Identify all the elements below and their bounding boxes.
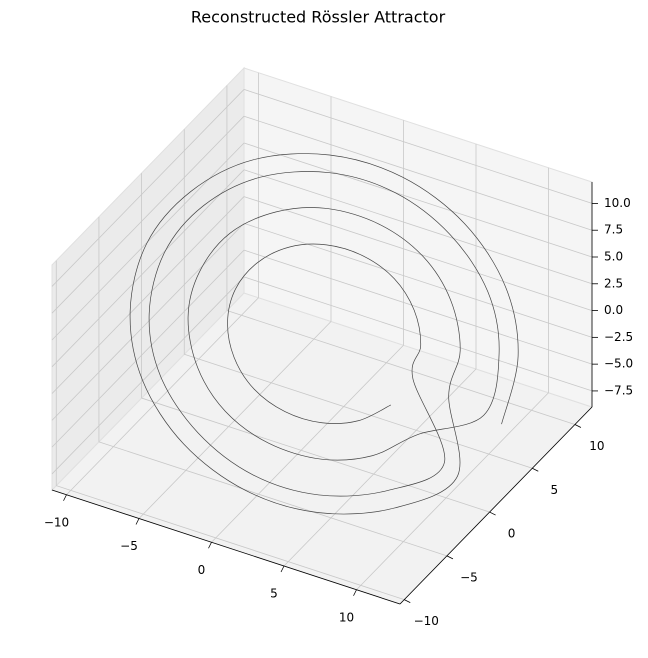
- grid-line: [51, 169, 245, 368]
- y-tick-label: 10: [589, 439, 604, 453]
- z-tick-label: 5.0: [604, 250, 623, 264]
- x-tick-label: 0: [198, 563, 206, 577]
- z-tick-label: −2.5: [604, 330, 633, 344]
- grid-line: [243, 222, 593, 338]
- grid-line: [56, 485, 405, 601]
- y-tick-label: −5: [460, 570, 478, 584]
- tick-mark: [574, 424, 582, 428]
- x-tick-label: −10: [44, 515, 69, 529]
- grid-line: [51, 89, 245, 287]
- tick-mark: [63, 494, 67, 501]
- grid-line: [243, 115, 593, 231]
- chart-title: Reconstructed Rössler Attractor: [191, 8, 446, 27]
- tick-mark: [353, 589, 357, 596]
- y-tick-label: 5: [550, 483, 558, 497]
- y-axis: [399, 406, 593, 605]
- y-tick-label: 0: [508, 527, 516, 541]
- z-tick-label: 0.0: [604, 303, 623, 317]
- grid-line: [283, 368, 477, 567]
- z-tick-label: 7.5: [604, 223, 623, 237]
- grid-line: [356, 392, 549, 591]
- y-tick-label: −10: [414, 614, 439, 628]
- x-tick-label: 10: [339, 610, 354, 624]
- grid-line: [243, 142, 593, 258]
- grid-line: [66, 297, 259, 496]
- grid-line: [243, 276, 593, 392]
- z-tick-label: −5.0: [604, 357, 633, 371]
- grid-line: [243, 169, 593, 285]
- x-axis: [51, 489, 401, 605]
- tick-mark: [208, 542, 212, 549]
- grid-line: [226, 310, 576, 425]
- z-tick-label: −7.5: [604, 383, 633, 397]
- tick-mark: [135, 518, 140, 525]
- grid-line: [243, 249, 593, 365]
- grid-line: [211, 344, 404, 543]
- grid-line: [98, 441, 448, 557]
- grid-line: [141, 397, 490, 513]
- tick-mark: [404, 599, 411, 603]
- x-tick-label: 5: [270, 587, 278, 601]
- grid-line: [243, 196, 593, 311]
- tick-mark: [532, 467, 539, 472]
- trajectory: [129, 153, 519, 515]
- grid-line: [51, 223, 245, 421]
- grid-line: [51, 249, 245, 448]
- tick-mark: [489, 511, 496, 516]
- z-tick-label: 10.0: [604, 196, 631, 210]
- z-tick-label: 2.5: [604, 276, 623, 290]
- grid-line: [243, 89, 593, 204]
- grid-line: [51, 115, 245, 314]
- grid-line: [51, 196, 245, 394]
- grid-line: [138, 321, 332, 519]
- x-tick-label: −5: [120, 539, 138, 553]
- grid-line: [51, 276, 245, 475]
- tick-mark: [280, 565, 285, 573]
- tick-mark: [446, 555, 454, 560]
